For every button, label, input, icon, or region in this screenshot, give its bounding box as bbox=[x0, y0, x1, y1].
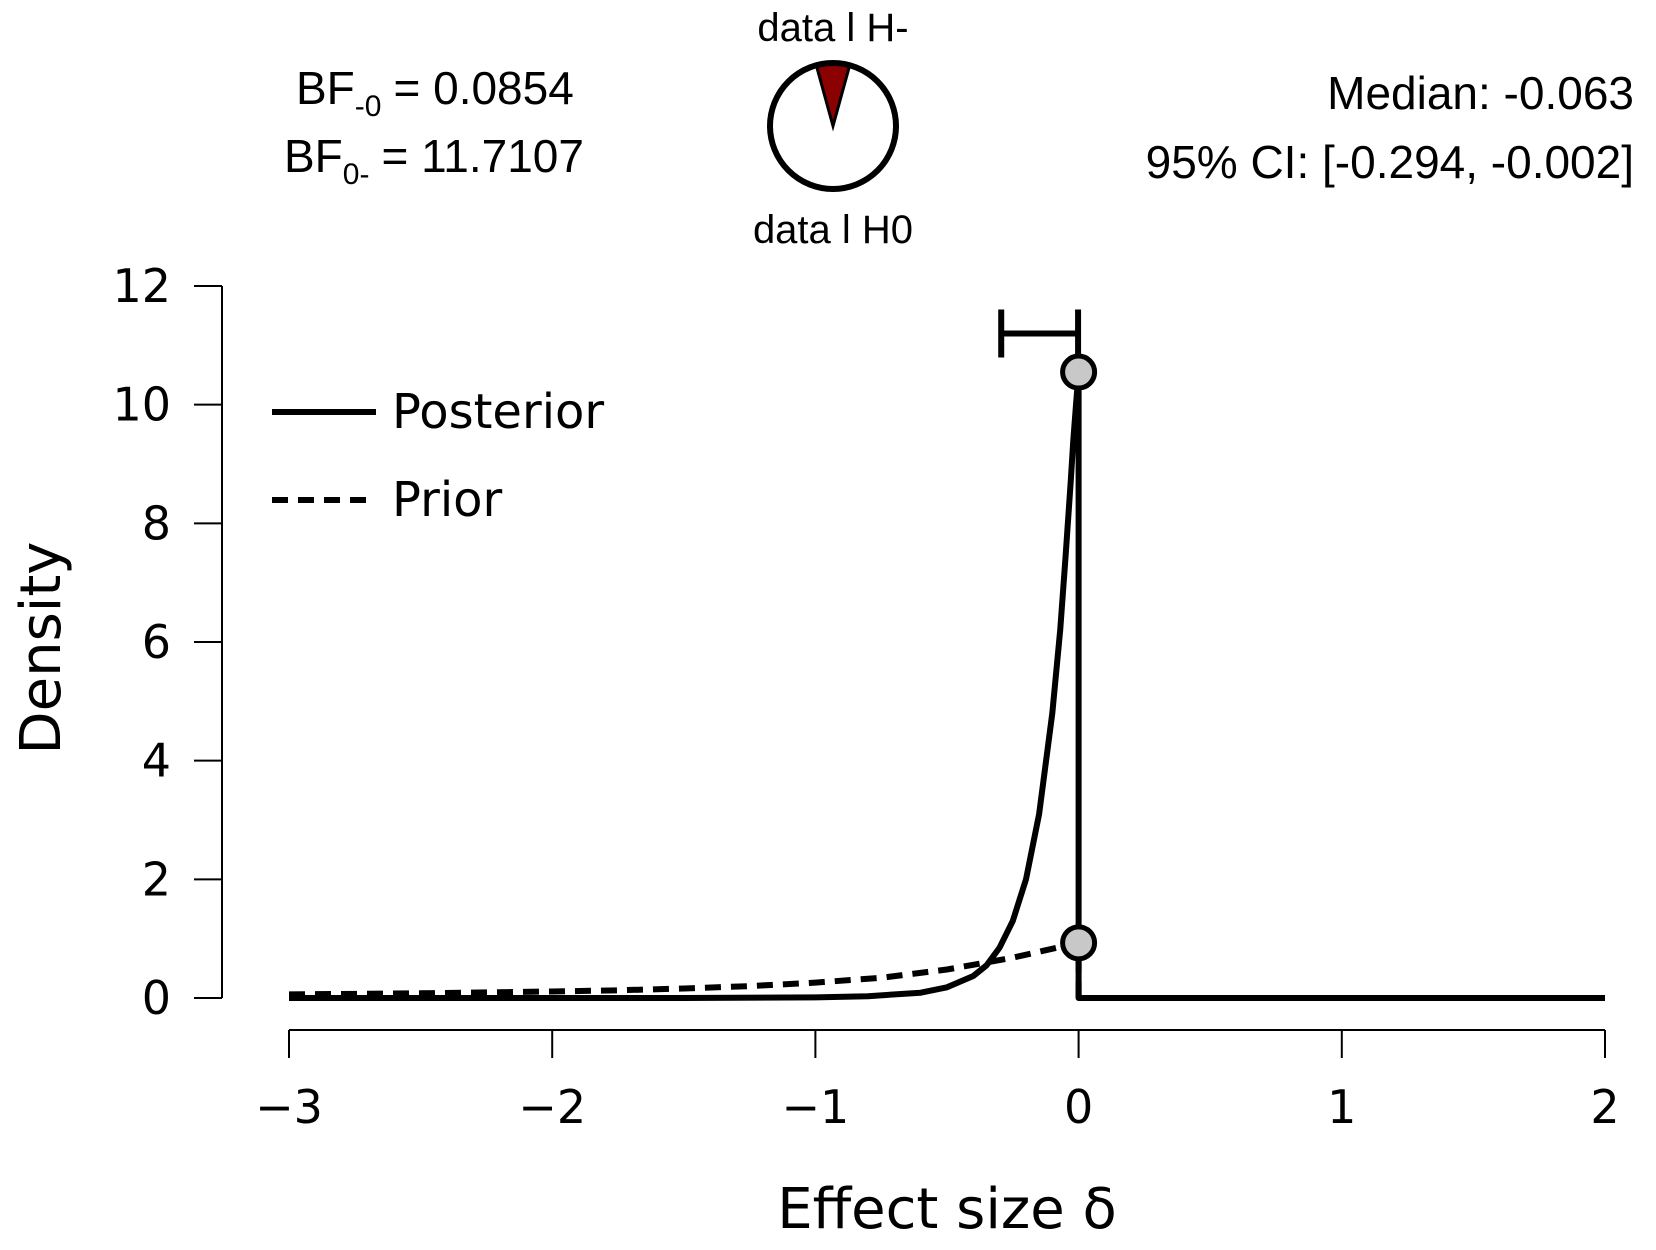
y-tick-label: 4 bbox=[142, 734, 171, 788]
y-tick-label: 2 bbox=[142, 852, 171, 906]
ci-text: 95% CI: [-0.294, -0.002] bbox=[1146, 136, 1634, 188]
legend-posterior-label: Posterior bbox=[392, 384, 604, 440]
bayes-factor-block: BF-0 = 0.0854 BF0- = 11.7107 bbox=[284, 62, 584, 191]
x-axis: −3 −2 −1 0 1 2 bbox=[255, 1029, 1620, 1134]
series-posterior bbox=[289, 369, 1605, 1001]
y-axis-title: Density bbox=[9, 542, 74, 755]
pie-top-label: data l H- bbox=[757, 6, 908, 50]
y-tick-label: 0 bbox=[142, 971, 171, 1025]
posterior-summary-block: Median: -0.063 95% CI: [-0.294, -0.002] bbox=[1146, 67, 1634, 188]
x-tick-label: −2 bbox=[518, 1080, 586, 1134]
y-tick-label: 10 bbox=[112, 378, 171, 432]
y-tick-label: 8 bbox=[142, 496, 171, 550]
x-tick-label: 1 bbox=[1327, 1080, 1356, 1134]
y-tick-label: 12 bbox=[112, 259, 171, 313]
bf-0minus-text: BF0- = 11.7107 bbox=[284, 130, 584, 191]
series-layer bbox=[288, 369, 1605, 1001]
x-tick-label: 0 bbox=[1064, 1080, 1093, 1134]
x-axis-title: Effect size δ bbox=[777, 1177, 1117, 1242]
legend: Posterior Prior bbox=[272, 384, 604, 528]
pie-outline bbox=[767, 60, 899, 192]
evidence-pie-block: data l H- data l H0 bbox=[753, 6, 913, 252]
points-layer bbox=[1060, 353, 1098, 962]
x-tick-label: −3 bbox=[255, 1080, 323, 1134]
legend-prior-label: Prior bbox=[392, 472, 503, 528]
credible-interval bbox=[998, 309, 1082, 358]
bf-minus0-text: BF-0 = 0.0854 bbox=[296, 62, 574, 123]
median-text: Median: -0.063 bbox=[1327, 67, 1634, 119]
point-prior-at-zero bbox=[1060, 924, 1098, 962]
x-tick-label: −1 bbox=[781, 1080, 849, 1134]
point-posterior-at-zero bbox=[1060, 353, 1098, 391]
y-axis: 0 2 4 6 8 10 12 bbox=[112, 259, 223, 1025]
x-tick-label: 2 bbox=[1590, 1080, 1619, 1134]
y-tick-label: 6 bbox=[142, 615, 171, 669]
pie-bottom-label: data l H0 bbox=[753, 208, 913, 252]
